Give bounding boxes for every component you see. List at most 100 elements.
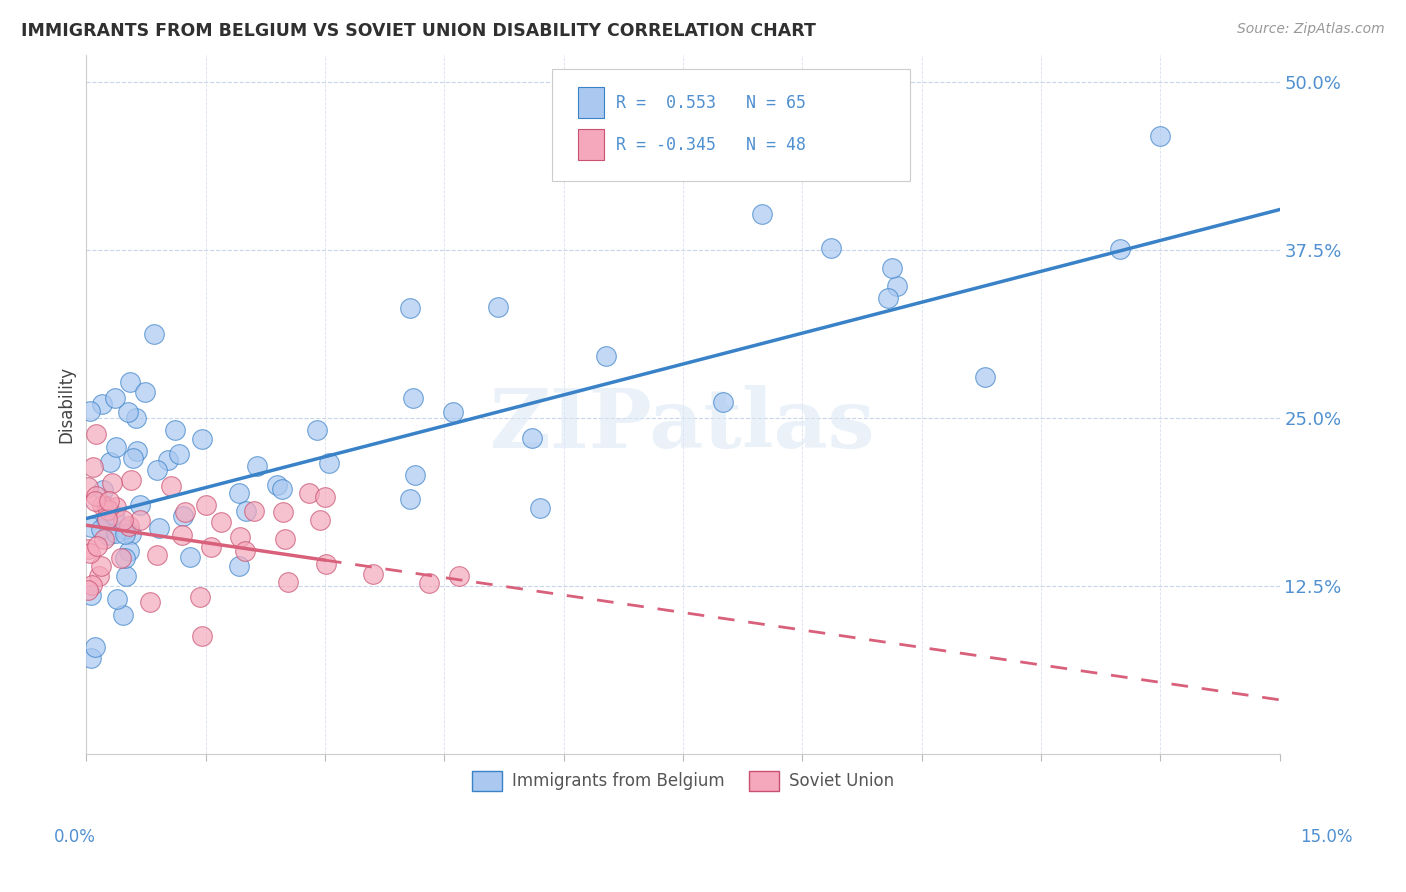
Point [145,548,167,562]
Point [91,483,114,497]
Point [111,513,134,527]
Point [876,291,898,305]
Point [80,651,103,665]
Point [228,559,250,574]
FancyBboxPatch shape [578,128,605,161]
Legend: Immigrants from Belgium, Soviet Union: Immigrants from Belgium, Soviet Union [465,764,901,797]
Point [242,504,264,518]
Point [402,391,425,405]
Point [191,432,214,446]
Point [298,486,321,500]
Point [77,582,100,597]
Point [96,512,118,526]
Point [79,546,101,560]
Point [105,591,128,606]
Point [134,385,156,400]
Point [711,394,734,409]
Point [143,326,166,341]
FancyBboxPatch shape [551,69,910,181]
Point [101,476,124,491]
Point [163,423,186,437]
Point [173,506,195,520]
Point [195,499,218,513]
Y-axis label: Disability: Disability [58,366,75,443]
Point [274,532,297,546]
Point [124,410,146,425]
Point [314,490,336,504]
Point [97,528,120,542]
Point [318,456,340,470]
Point [179,550,201,565]
Text: 15.0%: 15.0% [1301,828,1353,846]
Point [94,499,117,513]
Point [160,479,183,493]
Point [398,491,420,506]
Point [235,504,257,518]
Point [90,558,112,573]
Point [361,567,384,582]
Point [111,607,134,622]
Point [114,523,136,537]
Point [200,540,222,554]
Point [820,241,842,255]
Point [84,489,107,503]
Text: Source: ZipAtlas.com: Source: ZipAtlas.com [1237,22,1385,37]
Point [117,405,139,419]
Text: ZIPatlas: ZIPatlas [491,385,876,466]
Point [974,370,997,384]
Point [751,207,773,221]
Point [82,460,104,475]
Point [96,512,118,526]
Point [273,505,295,519]
Point [148,521,170,535]
Point [82,578,104,592]
Point [128,513,150,527]
Point [79,404,101,418]
Point [84,640,107,655]
Point [122,450,145,465]
Point [77,480,100,494]
Point [1109,242,1132,256]
Text: R = -0.345   N = 48: R = -0.345 N = 48 [616,136,806,153]
Point [404,468,426,483]
Point [96,514,118,528]
Text: IMMIGRANTS FROM BELGIUM VS SOVIET UNION DISABILITY CORRELATION CHART: IMMIGRANTS FROM BELGIUM VS SOVIET UNION … [21,22,815,40]
Point [80,520,103,534]
Point [104,525,127,540]
FancyBboxPatch shape [578,87,605,119]
Point [89,568,111,582]
Point [79,588,101,602]
Point [77,541,100,556]
Point [486,300,509,314]
Point [114,526,136,541]
Point [169,447,191,461]
Point [103,508,125,523]
Point [188,590,211,604]
Point [90,397,112,411]
Point [114,551,136,566]
Point [441,405,464,419]
Point [139,595,162,609]
Point [129,499,152,513]
Point [229,530,252,544]
Point [120,527,142,541]
Point [104,500,127,514]
Point [120,375,142,389]
Point [449,569,471,583]
Point [277,574,299,589]
Point [86,539,108,553]
Point [86,426,108,441]
Point [266,478,288,492]
Point [418,575,440,590]
Point [886,279,908,293]
Point [83,493,105,508]
Point [235,544,257,558]
Point [115,569,138,583]
Point [246,459,269,474]
Point [118,544,141,558]
Point [307,423,329,437]
Point [399,301,422,315]
Text: R =  0.553   N = 65: R = 0.553 N = 65 [616,94,806,112]
Point [190,630,212,644]
Point [271,482,294,496]
